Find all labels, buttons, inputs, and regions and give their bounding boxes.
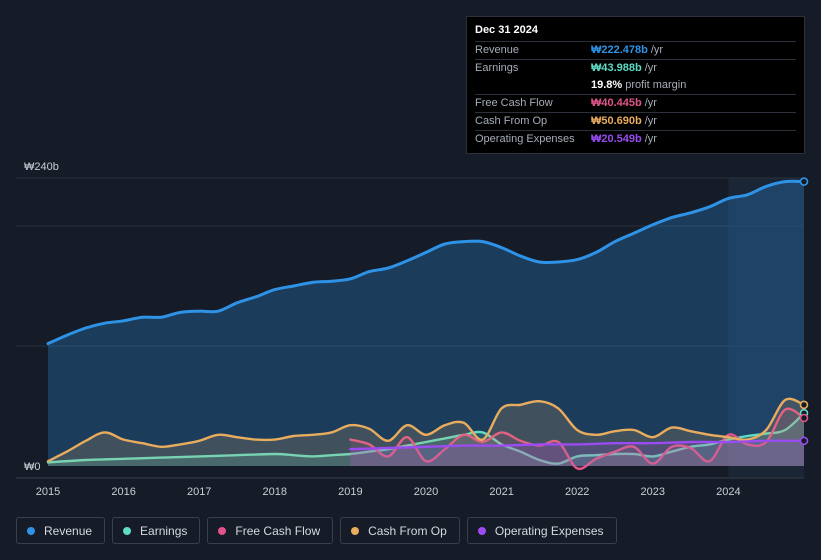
tooltip-row: Revenue ₩222.478b/yr [475, 41, 796, 59]
tooltip-value: ₩20.549b [591, 133, 642, 145]
x-tick-label: 2020 [414, 486, 438, 498]
earnings-line [46, 412, 806, 465]
tooltip-label: Revenue [475, 44, 520, 56]
x-tick-label: 2015 [36, 486, 60, 498]
x-tick-label: 2016 [111, 486, 135, 498]
tooltip-value: ₩222.478b [591, 44, 648, 56]
legend-item-revenue[interactable]: Revenue [16, 517, 106, 544]
tooltip-row: Operating Expenses ₩20.549b/yr [475, 130, 796, 148]
x-tick-label: 2023 [641, 486, 665, 498]
legend-dot-icon [477, 526, 486, 535]
tooltip-label: Free Cash Flow [475, 97, 553, 109]
tooltip-row: Free Cash Flow ₩40.445b/yr [475, 94, 796, 112]
tooltip-panel: Dec 31 2024 Revenue ₩222.478b/yr Earnings ₩… [466, 16, 805, 154]
x-tick-label: 2019 [338, 486, 362, 498]
tooltip-row: Cash From Op ₩50.690b/yr [475, 112, 796, 130]
tooltip-suffix: /yr [644, 62, 657, 74]
free-cash-flow-end-marker [799, 413, 809, 423]
operating-expenses-line [349, 439, 806, 451]
tooltip-value: ₩50.690b [591, 115, 642, 127]
legend-item-free-cash-flow[interactable]: Free Cash Flow [207, 517, 334, 544]
end-markers [799, 177, 809, 446]
legend-label: Earnings [140, 523, 188, 538]
tooltip-label: Earnings [475, 62, 519, 74]
past-year-highlight [728, 178, 804, 478]
tooltip-row: 19.8% profit margin [475, 77, 796, 94]
legend: Revenue Earnings Free Cash Flow Cash From O… [16, 517, 624, 546]
earnings-area [48, 413, 804, 466]
tooltip-suffix: profit margin [625, 79, 687, 91]
tooltip-suffix: /yr [644, 133, 657, 145]
free-cash-flow-line [349, 407, 806, 471]
x-tick-label: 2022 [565, 486, 589, 498]
cash-from-op-area [48, 398, 804, 466]
tooltip-rows: Revenue ₩222.478b/yr Earnings ₩43.988b/yr 19… [475, 41, 796, 148]
tooltip-value: 19.8% [591, 79, 623, 91]
legend-dot-icon [218, 526, 227, 535]
tooltip-date: Dec 31 2024 [475, 24, 538, 36]
legend-label: Cash From Op [368, 523, 447, 538]
operating-expenses-area [350, 440, 804, 466]
tooltip-row: Earnings ₩43.988b/yr [475, 59, 796, 77]
revenue-end-marker [799, 177, 809, 186]
grid-lines [16, 177, 804, 479]
y-tick-label-zero: ₩0 [24, 461, 41, 473]
legend-item-cash-from-op[interactable]: Cash From Op [340, 517, 460, 544]
cash-from-op-end-marker [799, 400, 809, 410]
revenue-line [46, 179, 806, 346]
series-layer [46, 179, 806, 471]
x-axis-ticks: 2015 2016 2017 2018 2019 2020 2021 2022 2023 2024 [36, 486, 741, 498]
free-cash-flow-area [350, 408, 804, 469]
revenue-area [48, 181, 804, 466]
legend-item-operating-expenses[interactable]: Operating Expenses [466, 517, 617, 544]
tooltip-value: ₩43.988b [591, 62, 642, 74]
legend-dot-icon [351, 526, 360, 535]
legend-label: Revenue [44, 523, 93, 538]
legend-item-earnings[interactable]: Earnings [112, 517, 201, 544]
tooltip-suffix: /yr [644, 115, 657, 127]
tooltip-label: Cash From Op [475, 115, 548, 127]
tooltip-suffix: /yr [650, 44, 664, 56]
cash-from-op-line [46, 397, 806, 463]
y-tick-label-top: ₩240b [24, 161, 59, 173]
tooltip-label: Operating Expenses [475, 133, 575, 145]
legend-dot-icon [123, 526, 132, 535]
tooltip-value: ₩40.445b [591, 97, 642, 109]
tooltip-label [475, 77, 591, 94]
legend-dot-icon [27, 526, 35, 535]
x-tick-label: 2018 [263, 486, 287, 498]
tooltip-suffix: /yr [644, 97, 657, 109]
legend-label: Operating Expenses [494, 523, 604, 538]
operating-expenses-end-marker [799, 436, 809, 446]
x-tick-label: 2024 [716, 486, 740, 498]
x-tick-label: 2017 [187, 486, 211, 498]
legend-label: Free Cash Flow [235, 523, 321, 538]
x-tick-label: 2021 [489, 486, 513, 498]
